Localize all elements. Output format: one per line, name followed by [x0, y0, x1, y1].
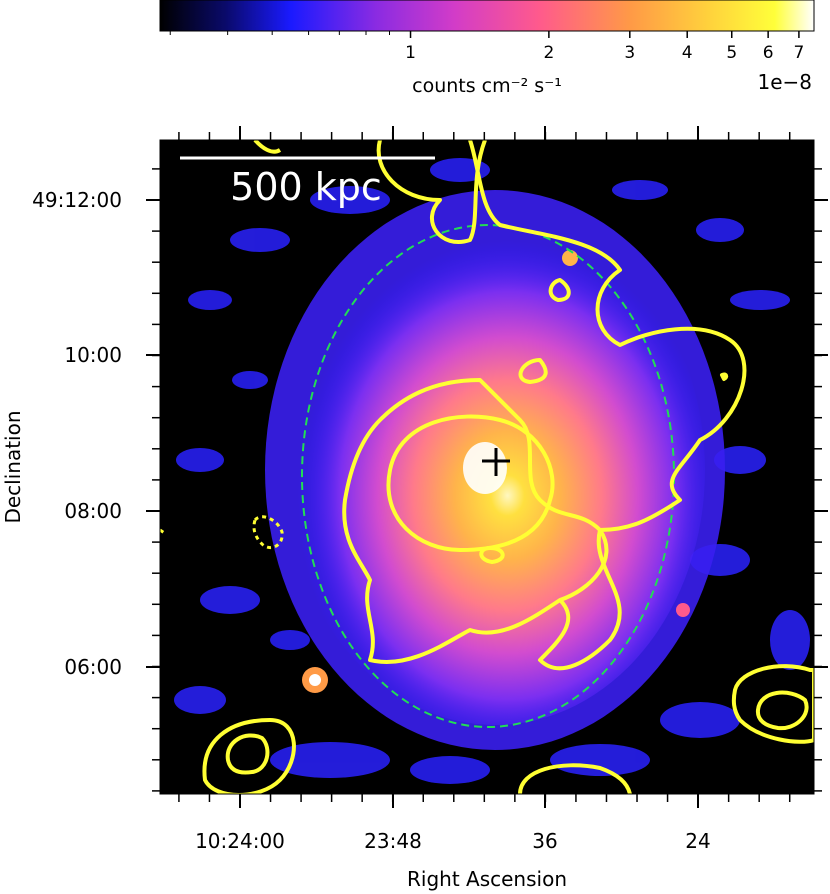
axis-minor-ticks — [152, 132, 822, 802]
y-tick-label: 10:00 — [64, 343, 122, 367]
colorbar-tick-label: 7 — [793, 43, 804, 63]
colorbar-gradient — [159, 0, 815, 32]
y-axis-label: Declination — [1, 410, 25, 523]
point-source — [562, 250, 578, 266]
scale-bar-label: 500 kpc — [230, 165, 382, 209]
colorbar-tick-label: 2 — [543, 43, 554, 63]
colorbar-tick-label: 5 — [726, 43, 737, 63]
cluster-core — [463, 442, 507, 494]
colorbar-exponent: 1e−8 — [757, 70, 812, 94]
x-tick-labels: 10:24:00 23:48 36 24 — [195, 829, 711, 853]
colorbar-tick-label: 4 — [682, 43, 693, 63]
y-tick-label: 08:00 — [64, 499, 122, 523]
background-noise — [174, 158, 810, 784]
xray-image: 500 kpc — [160, 140, 814, 794]
colorbar-tick-label: 1 — [405, 43, 416, 63]
x-tick-label: 10:24:00 — [195, 829, 285, 853]
y-tick-label: 49:12:00 — [32, 188, 122, 212]
y-tick-labels: 49:12:00 10:00 08:00 06:00 — [32, 188, 122, 679]
point-source — [676, 603, 690, 617]
colorbar-tick-label: 6 — [763, 43, 774, 63]
cluster-center-marker — [482, 448, 510, 476]
radio-contours — [202, 140, 814, 794]
x-tick-label: 24 — [685, 829, 710, 853]
image-frame — [159, 139, 815, 795]
y-tick-label: 06:00 — [64, 655, 122, 679]
x-tick-label: 23:48 — [364, 829, 422, 853]
radio-contours-negative — [160, 515, 284, 549]
colorbar-label: counts cm⁻² s⁻¹ — [412, 75, 562, 97]
point-source-core — [309, 674, 321, 686]
x-axis-label: Right Ascension — [407, 867, 567, 891]
colorbar-tick-label: 3 — [624, 43, 635, 63]
x-tick-label: 36 — [532, 829, 557, 853]
